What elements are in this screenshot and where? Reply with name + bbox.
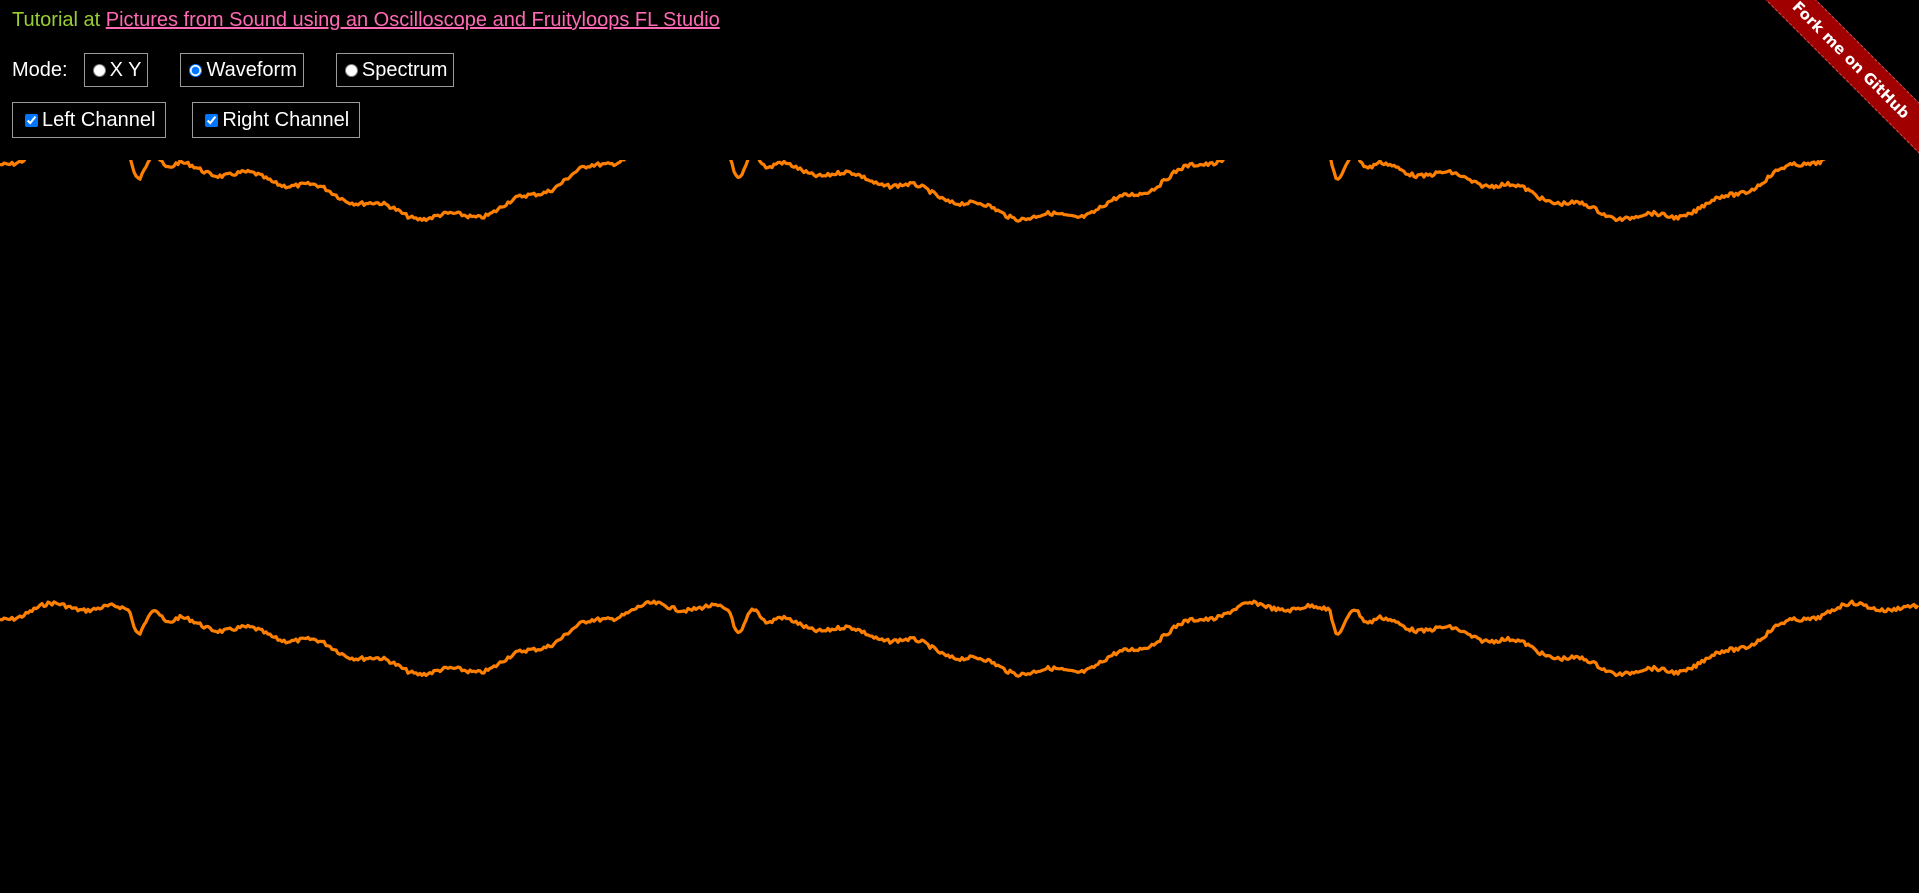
right-channel-checkbox[interactable]	[205, 113, 219, 127]
mode-option-xy-label: X Y	[109, 58, 142, 81]
mode-option-waveform[interactable]: Waveform	[180, 53, 304, 87]
mode-radio-spectrum[interactable]	[344, 63, 358, 77]
channel-row: Left Channel Right Channel	[12, 102, 386, 138]
mode-label: Mode:	[12, 59, 68, 81]
left-channel-option[interactable]: Left Channel	[12, 102, 167, 138]
mode-option-waveform-label: Waveform	[206, 58, 297, 81]
tutorial-link[interactable]: Pictures from Sound using an Oscilloscop…	[105, 9, 720, 31]
mode-option-xy[interactable]: X Y	[83, 53, 149, 87]
mode-option-spectrum-label: Spectrum	[361, 58, 448, 81]
mode-radio-xy[interactable]	[92, 63, 106, 77]
fork-on-github-ribbon[interactable]: Fork me on GitHub	[1753, 0, 1919, 158]
tutorial-line: Tutorial at Pictures from Sound using an…	[12, 8, 720, 32]
oscilloscope-svg	[0, 160, 1919, 678]
left-channel-checkbox[interactable]	[25, 113, 38, 127]
left-channel-label: Left Channel	[42, 108, 156, 131]
right-channel-waveform	[0, 599, 1919, 678]
left-channel-waveform	[0, 160, 1826, 223]
mode-option-spectrum[interactable]: Spectrum	[335, 53, 455, 87]
github-ribbon-container: Fork me on GitHub	[1749, 0, 1919, 170]
right-channel-label: Right Channel	[222, 108, 350, 131]
tutorial-prefix: Tutorial at	[12, 9, 106, 31]
mode-row: Mode: X Y Waveform Spectrum	[12, 52, 486, 88]
oscilloscope-canvas	[0, 160, 1919, 893]
mode-radio-waveform[interactable]	[189, 63, 203, 77]
right-channel-option[interactable]: Right Channel	[192, 102, 361, 138]
